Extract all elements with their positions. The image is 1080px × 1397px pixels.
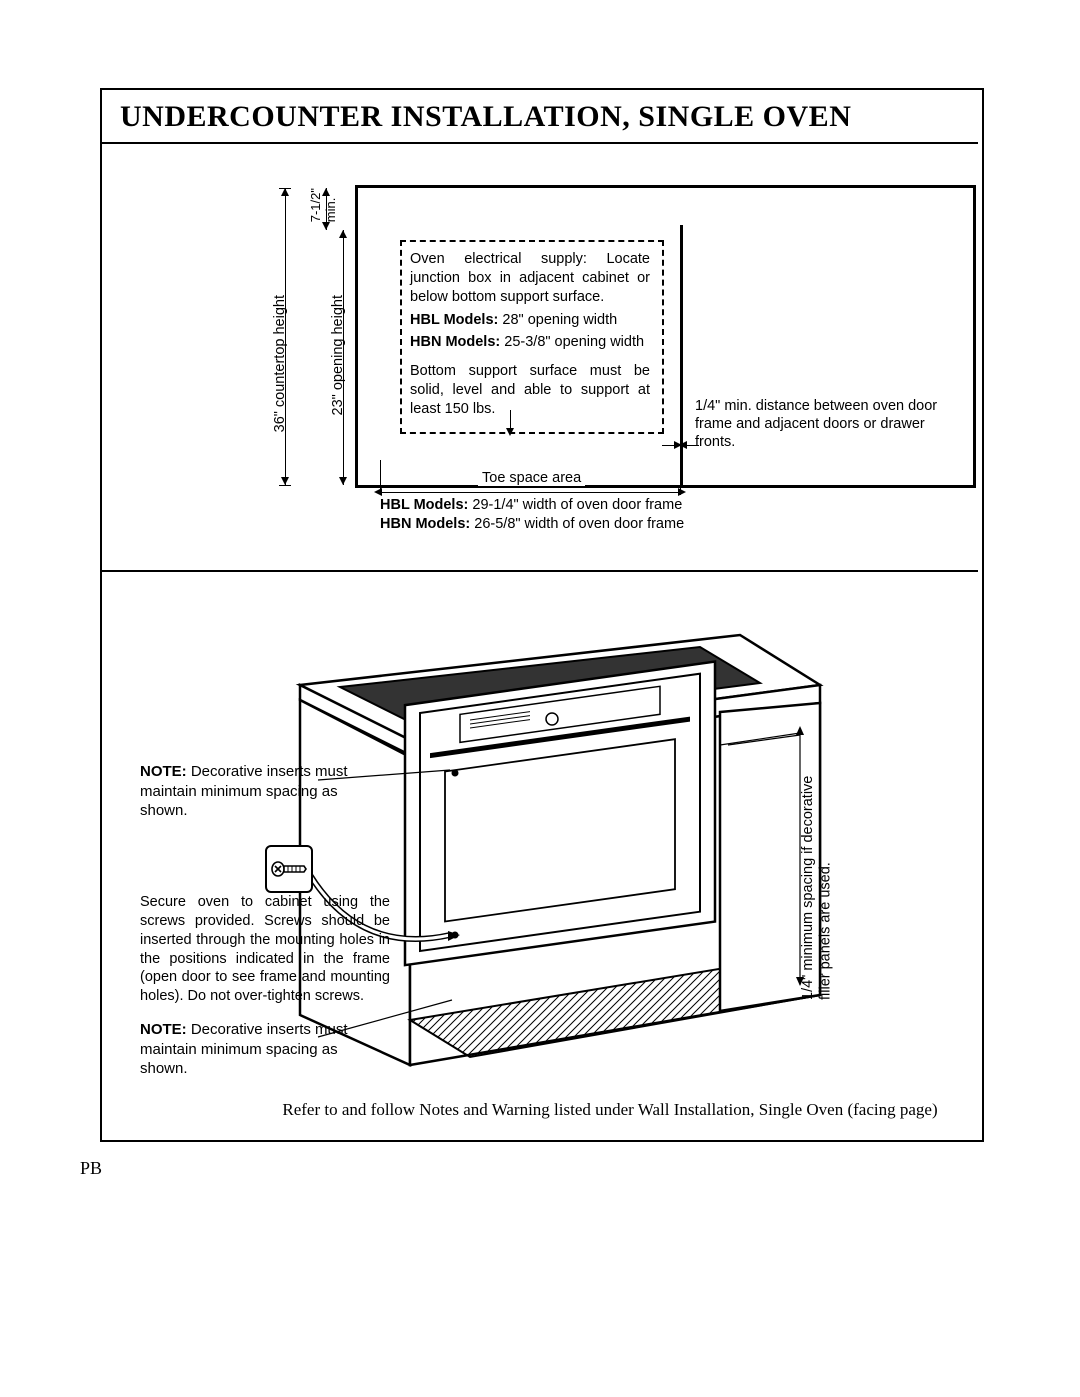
note-label: NOTE: [140, 1021, 187, 1038]
value: 28" opening width [498, 312, 617, 328]
dim-36-label: 36" countertop height [272, 295, 288, 432]
frame-width-labels: HBL Models: 29-1/4" width of oven door f… [380, 496, 684, 534]
value: 25-3/8" opening width [500, 334, 644, 350]
tick [680, 460, 681, 495]
dim-line [685, 445, 699, 446]
supply-infobox: Oven electrical supply: Locate junction … [410, 250, 650, 423]
mid-rule [102, 570, 978, 572]
dim-23-label: 23" opening height [330, 295, 346, 415]
label: HBN Models: [380, 516, 470, 532]
arrow-icon [339, 230, 347, 238]
note-top: NOTE: Decorative inserts must maintain m… [140, 762, 350, 821]
value: 26-5/8" width of oven door frame [470, 516, 684, 532]
right-spacing-label: 1/4" minimum spacing if decorative fille… [800, 770, 835, 1000]
supply-note: Oven electrical supply: Locate junction … [410, 250, 650, 307]
arrow-icon [506, 428, 514, 436]
hbn-frame: HBN Models: 26-5/8" width of oven door f… [380, 515, 684, 534]
note-bottom: NOTE: Decorative inserts must maintain m… [140, 1020, 350, 1079]
arrow-icon [281, 188, 289, 196]
secure-text: Secure oven to cabinet using the screws … [140, 893, 390, 1006]
page-number: PB [80, 1158, 102, 1179]
toe-label: Toe space area [478, 470, 585, 486]
title-rule [102, 142, 978, 144]
tick [279, 188, 291, 189]
dim-75-label: 7-1/2"min. [308, 188, 338, 222]
upper-diagram: 36" countertop height 23" opening height… [100, 150, 980, 570]
tick [380, 460, 381, 495]
lower-diagram: NOTE: Decorative inserts must maintain m… [100, 575, 980, 1130]
note-label: NOTE: [140, 763, 187, 780]
footer-note: Refer to and follow Notes and Warning li… [235, 1100, 985, 1120]
screw-icon [270, 857, 308, 881]
support-arrow-line [510, 410, 511, 430]
label: HBN Models: [410, 334, 500, 350]
hbl-opening: HBL Models: 28" opening width [410, 311, 650, 330]
label: HBL Models: [410, 312, 498, 328]
screw-callout [265, 845, 313, 893]
frame-dim-line [380, 492, 680, 493]
txt: min. [323, 198, 338, 223]
page: UNDERCOUNTER INSTALLATION, SINGLE OVEN 3… [0, 0, 1080, 1397]
arrow-icon [322, 222, 330, 230]
support-note: Bottom support surface must be solid, le… [410, 362, 650, 419]
label: HBL Models: [380, 497, 468, 513]
tick [279, 485, 291, 486]
hbn-opening: HBN Models: 25-3/8" opening width [410, 333, 650, 352]
toe-space-box [355, 462, 976, 485]
page-title: UNDERCOUNTER INSTALLATION, SINGLE OVEN [120, 100, 851, 134]
isometric-drawing [100, 575, 980, 1095]
clearance-note: 1/4" min. distance between oven door fra… [695, 397, 955, 451]
arrow-icon [281, 477, 289, 485]
hbl-frame: HBL Models: 29-1/4" width of oven door f… [380, 496, 684, 515]
value: 29-1/4" width of oven door frame [468, 497, 682, 513]
txt: 7-1/2" [308, 188, 323, 222]
arrow-icon [339, 477, 347, 485]
arrow-icon [679, 441, 687, 449]
